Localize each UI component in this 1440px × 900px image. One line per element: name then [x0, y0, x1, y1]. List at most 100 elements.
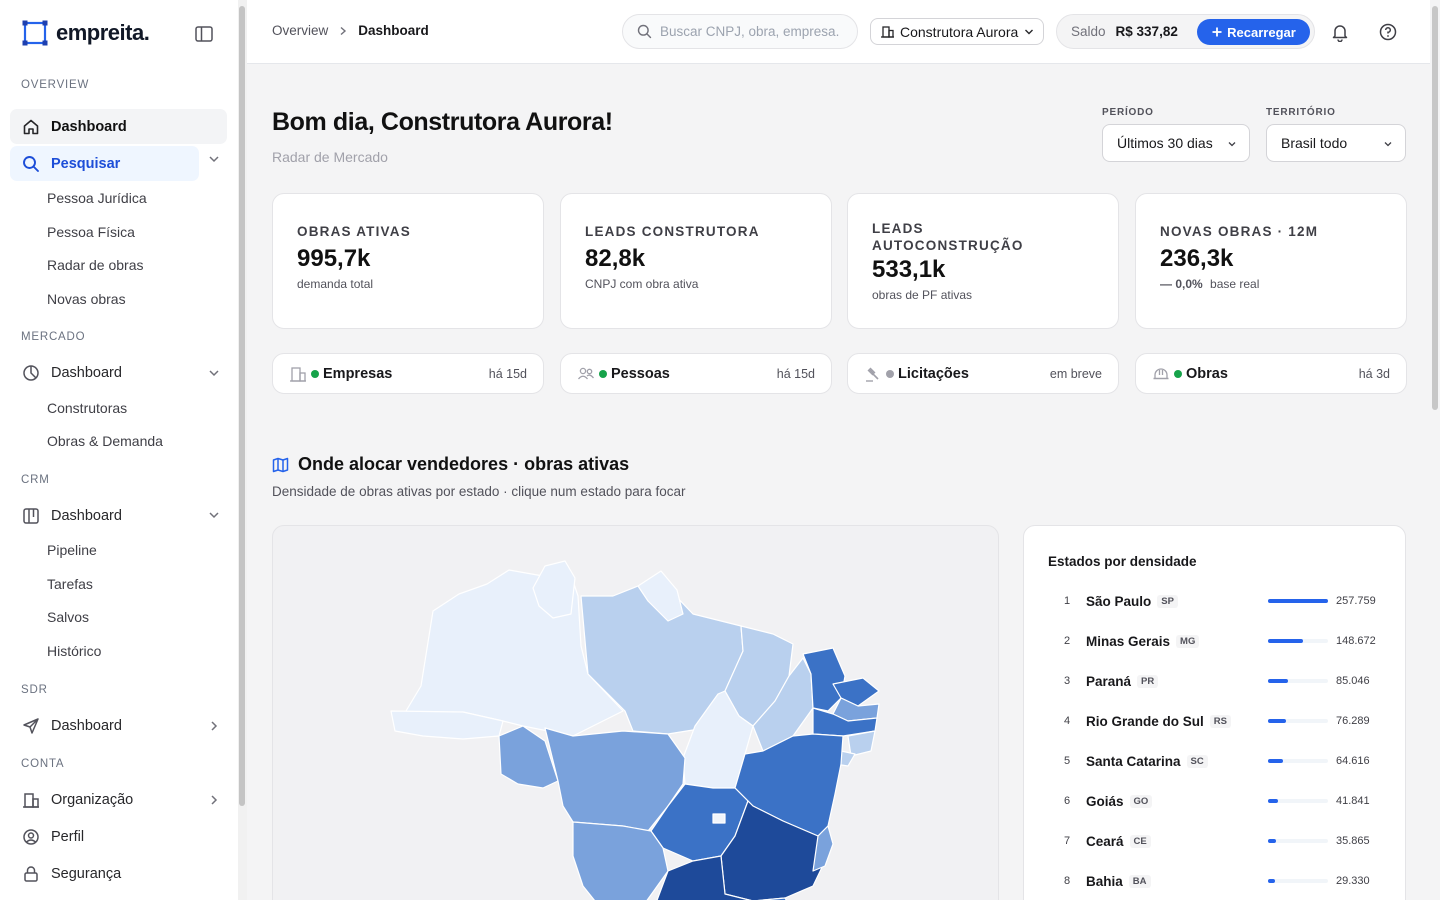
sidebar-subitem-obras-demanda[interactable]: Obras & Demanda	[47, 433, 163, 450]
global-search[interactable]	[622, 14, 858, 49]
state-ranking-card: Estados por densidade 1 São Paulo SP 257.75…	[1023, 525, 1406, 900]
sidebar-item-mercado-dashboard[interactable]: Dashboard	[10, 356, 227, 391]
ranking-position: 1	[1063, 595, 1071, 607]
recharge-button[interactable]: Recarregar	[1197, 19, 1310, 45]
ranking-state-uf: SP	[1157, 594, 1178, 608]
ranking-row[interactable]: 3 Paraná PR 85.046	[1048, 671, 1383, 691]
territory-label: TERRITÓRIO	[1266, 107, 1336, 118]
ranking-state-name: Ceará	[1086, 833, 1124, 849]
ranking-row[interactable]: 2 Minas Gerais MG 148.672	[1048, 631, 1383, 651]
brazil-map	[390, 560, 880, 900]
sidebar-subitem-novas-obras[interactable]: Novas obras	[47, 290, 126, 307]
state-es[interactable]	[812, 825, 834, 872]
chevron-down-icon[interactable]	[207, 508, 221, 522]
source-name: Licitações	[898, 365, 969, 382]
building-icon	[22, 791, 40, 809]
sidebar-subitem-tarefas[interactable]: Tarefas	[47, 575, 93, 592]
source-card-obras[interactable]: Obras há 3d	[1135, 353, 1407, 394]
status-dot	[886, 369, 894, 378]
sidebar-nav: OVERVIEW Dashboard Pesquisar Pessoa Jurí…	[0, 70, 238, 892]
source-card-empresas[interactable]: Empresas há 15d	[272, 353, 544, 394]
source-card-pessoas[interactable]: Pessoas há 15d	[560, 353, 832, 394]
sidebar-subitem-construtoras[interactable]: Construtoras	[47, 399, 128, 416]
page-scrollbar-thumb[interactable]	[1432, 6, 1438, 410]
chevron-down-icon[interactable]	[207, 366, 221, 380]
state-ro[interactable]	[498, 725, 559, 789]
ranking-row[interactable]: 8 Bahia BA 29.330	[1048, 871, 1383, 891]
sidebar-subitem-pipeline[interactable]: Pipeline	[47, 541, 97, 558]
state-ce[interactable]	[802, 647, 846, 712]
ranking-value: 148.672	[1336, 635, 1376, 647]
state-ap[interactable]	[637, 570, 684, 622]
chevron-down-icon[interactable]	[207, 152, 221, 166]
sidebar-item-perfil[interactable]: Perfil	[10, 820, 227, 855]
state-df[interactable]	[712, 813, 726, 824]
section-label-mercado: MERCADO	[21, 330, 86, 343]
source-name: Empresas	[323, 365, 393, 382]
building-icon	[881, 26, 894, 38]
sidebar-item-label: Perfil	[51, 829, 85, 846]
ranking-state-name: Paraná	[1086, 673, 1132, 689]
sidebar-item-crm-dashboard[interactable]: Dashboard	[10, 498, 227, 533]
help-icon[interactable]	[1378, 22, 1398, 42]
ranking-row[interactable]: 5 Santa Catarina SC 64.616	[1048, 751, 1383, 771]
page-title: Bom dia, Construtora Aurora!	[272, 108, 613, 136]
users-icon	[577, 367, 595, 379]
breadcrumb-current: Dashboard	[358, 23, 429, 38]
ranking-position: 7	[1063, 835, 1071, 847]
search-icon	[22, 155, 40, 173]
sidebar-item-sdr-dashboard[interactable]: Dashboard	[10, 709, 227, 744]
source-card-licitacoes[interactable]: Licitações em breve	[847, 353, 1119, 394]
top-header: Overview Dashboard Construtora Aurora Sa…	[247, 0, 1430, 64]
search-input[interactable]	[660, 24, 840, 39]
chevron-right-icon[interactable]	[207, 793, 221, 807]
ranking-row[interactable]: 4 Rio Grande do Sul RS 76.289	[1048, 711, 1383, 731]
state-rr[interactable]	[532, 560, 576, 619]
sidebar-scrollbar-thumb[interactable]	[239, 6, 245, 806]
ranking-row[interactable]: 1 São Paulo SP 257.759	[1048, 591, 1383, 611]
sidebar-subitem-historico[interactable]: Histórico	[47, 643, 102, 660]
sidebar-item-label: Organização	[51, 792, 134, 809]
sidebar-item-organizacao[interactable]: Organização	[10, 783, 227, 818]
state-sp[interactable]	[653, 855, 753, 900]
page-scrollbar[interactable]	[1430, 0, 1440, 900]
source-age: há 15d	[488, 366, 527, 381]
sidebar-subitem-salvos[interactable]: Salvos	[47, 609, 90, 626]
search-icon	[637, 24, 652, 39]
balance-pill: Saldo R$ 337,82 Recarregar	[1056, 14, 1315, 49]
sidebar-item-search[interactable]: Pesquisar	[10, 146, 199, 181]
map-icon	[272, 457, 289, 472]
sidebar-subitem-radar[interactable]: Radar de obras	[47, 257, 144, 274]
sidebar-item-label: Dashboard	[51, 718, 122, 735]
ranking-state-uf: PR	[1137, 674, 1159, 688]
sidebar: empreita. OVERVIEW Dashboard Pesquisar P…	[0, 0, 238, 900]
sidebar-subitem-pj[interactable]: Pessoa Jurídica	[47, 189, 147, 206]
brand[interactable]: empreita.	[22, 20, 150, 46]
ranking-row[interactable]: 6 Goiás GO 41.841	[1048, 791, 1383, 811]
state-al[interactable]	[847, 730, 876, 757]
sidebar-subitem-pf[interactable]: Pessoa Física	[47, 223, 135, 240]
choropleth-map	[272, 525, 999, 900]
state-ac[interactable]	[390, 710, 504, 740]
breadcrumb-parent[interactable]: Overview	[272, 23, 329, 38]
period-select[interactable]: Últimos 30 dias	[1102, 124, 1250, 162]
organization-select[interactable]: Construtora Aurora	[870, 18, 1044, 45]
ranking-row[interactable]: 7 Ceará CE 35.865	[1048, 831, 1383, 851]
sidebar-item-label: Dashboard	[51, 365, 122, 382]
lock-icon	[22, 865, 40, 883]
stat-description: demanda total	[297, 277, 374, 291]
period-filter: PERÍODO Últimos 30 dias	[1102, 107, 1250, 162]
period-value: Últimos 30 dias	[1117, 135, 1213, 151]
chevron-right-icon[interactable]	[207, 719, 221, 733]
state-ms[interactable]	[572, 821, 669, 900]
map-section-title-text: Onde alocar vendedores · obras ativas	[298, 454, 630, 474]
bell-icon[interactable]	[1330, 22, 1350, 42]
stat-card-novas-obras: NOVAS OBRAS · 12M 236,3k — 0,0% base rea…	[1135, 193, 1407, 329]
chevron-down-icon	[1384, 142, 1392, 147]
territory-select[interactable]: Brasil todo	[1266, 124, 1406, 162]
ranking-value: 76.289	[1336, 715, 1370, 727]
status-dot	[311, 369, 319, 378]
sidebar-item-seguranca[interactable]: Segurança	[10, 857, 227, 892]
sidebar-toggle-icon[interactable]	[195, 26, 213, 42]
sidebar-item-dashboard[interactable]: Dashboard	[10, 109, 227, 144]
